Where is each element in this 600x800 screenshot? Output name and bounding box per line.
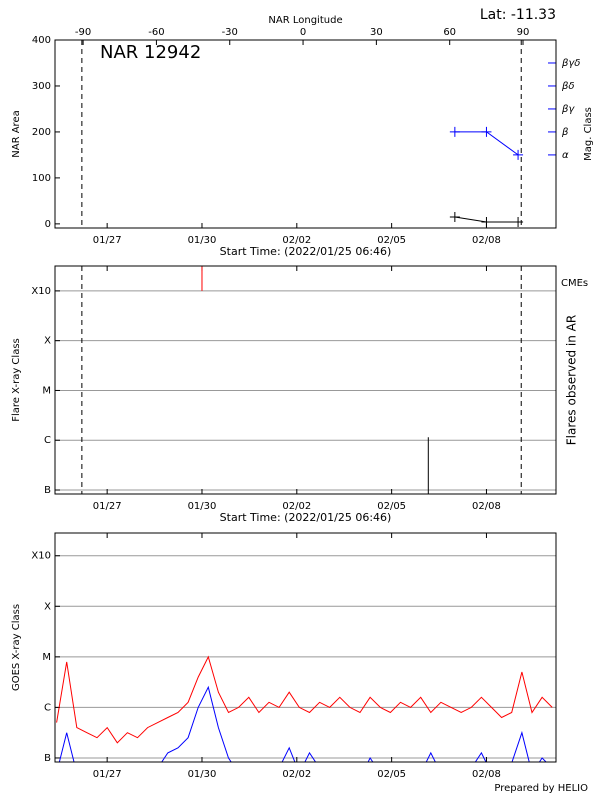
x2-tick-label: -90 — [75, 27, 91, 38]
x-tick-label: 02/02 — [282, 235, 311, 246]
x2-tick-label: 0 — [300, 27, 306, 38]
x-tick-label: 02/08 — [472, 501, 501, 512]
y-axis-label: Flare X-ray Class — [11, 338, 22, 422]
y2-axis-label: Flares observed in AR — [565, 315, 579, 445]
point-marker — [449, 126, 460, 137]
x-tick-label: 01/30 — [188, 769, 217, 780]
y-tick-label: B — [44, 753, 51, 764]
footer: Prepared by HELIO — [494, 783, 588, 794]
x-tick-label: 02/02 — [282, 769, 311, 780]
y-tick-label: M — [42, 385, 51, 396]
plot-frame — [54, 265, 557, 495]
panel-title: NAR 12942 — [100, 42, 201, 63]
y-tick-label: 200 — [32, 127, 51, 138]
x-tick-label: 02/05 — [377, 235, 406, 246]
point-marker — [481, 217, 492, 228]
y-tick-label: X10 — [31, 286, 51, 297]
latitude: Lat: -11.33 — [480, 7, 556, 23]
x-axis-label: Start Time: (2022/01/25 06:46) — [220, 245, 392, 258]
x-tick-label: 01/27 — [93, 235, 122, 246]
x-tick-label: 01/27 — [93, 501, 122, 512]
y-tick-label: 400 — [32, 35, 51, 46]
x2-tick-label: -30 — [222, 27, 238, 38]
x-tick-label: 01/30 — [188, 501, 217, 512]
y-tick-label: X — [44, 336, 51, 347]
point-marker — [481, 126, 492, 137]
y-tick-label: 0 — [45, 219, 51, 230]
x2-tick-label: 30 — [370, 27, 383, 38]
series-line — [56, 655, 553, 744]
y2-axis-label: Mag. Class — [583, 107, 594, 161]
x2-tick-label: 60 — [443, 27, 456, 38]
plot-frame — [54, 39, 557, 229]
y2-tick-label: βγδ — [561, 58, 580, 69]
point-marker — [513, 149, 524, 160]
y-tick-label: C — [44, 435, 51, 446]
x-tick-label: 02/08 — [472, 769, 501, 780]
point-marker — [449, 211, 460, 222]
y-tick-label: C — [44, 702, 51, 713]
x2-tick-label: -60 — [148, 27, 164, 38]
y2-tick-label: α — [562, 150, 569, 161]
x2-axis-label: NAR Longitude — [268, 15, 342, 26]
x-tick-label: 02/08 — [472, 235, 501, 246]
x-tick-label: 01/30 — [188, 235, 217, 246]
x-tick-label: 02/05 — [377, 501, 406, 512]
x-tick-label: 02/05 — [377, 769, 406, 780]
plot-frame — [54, 532, 557, 763]
y2-tick-label: βδ — [561, 81, 575, 92]
y-tick-label: X10 — [31, 551, 51, 562]
y-tick-label: X — [44, 601, 51, 612]
y-tick-label: B — [44, 485, 51, 496]
y-axis-label: GOES X-ray Class — [11, 604, 22, 691]
x-tick-label: 01/27 — [93, 769, 122, 780]
y-axis-label: NAR Area — [11, 110, 22, 157]
x-axis-label: Start Time: (2022/01/25 06:46) — [220, 511, 392, 524]
y2-tick-label: β — [561, 127, 569, 138]
y-tick-label: M — [42, 652, 51, 663]
x-tick-label: 02/02 — [282, 501, 311, 512]
y2-tick-label: βγ — [561, 104, 575, 115]
y-tick-label: 100 — [32, 173, 51, 184]
point-marker — [513, 217, 524, 228]
series-label: CMEs — [561, 278, 588, 289]
x2-tick-label: 90 — [517, 27, 530, 38]
y-tick-label: 300 — [32, 81, 51, 92]
